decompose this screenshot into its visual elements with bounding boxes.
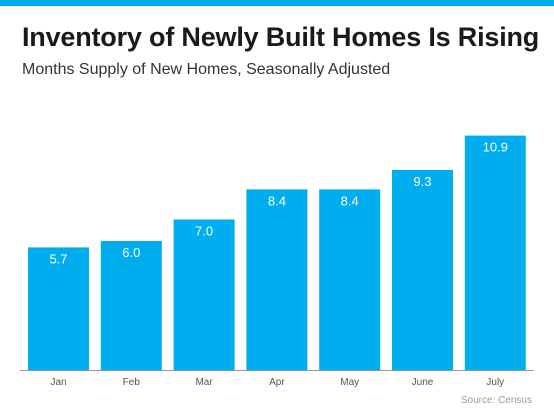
bar-value-label: 8.4 — [341, 193, 359, 208]
bar-mar — [173, 219, 235, 370]
bar-value-label: 10.9 — [483, 140, 508, 155]
x-tick-label: Feb — [123, 377, 141, 388]
x-tick-label: Apr — [269, 377, 285, 388]
x-tick-label: Mar — [195, 377, 213, 388]
bar-value-label: 9.3 — [413, 174, 431, 189]
bar-jan — [28, 247, 89, 370]
x-tick-label: July — [486, 377, 504, 388]
x-tick-label: May — [340, 377, 359, 388]
source-note: Source: Census — [460, 395, 532, 406]
bar-feb — [100, 241, 162, 370]
bar-value-label: 7.0 — [195, 224, 213, 239]
chart-subtitle: Months Supply of New Homes, Seasonally A… — [22, 61, 391, 78]
bars-group: 5.7 6.0 7.0 8.4 8.4 9.3 10.9 — [28, 135, 526, 370]
top-accent-bar — [0, 0, 554, 6]
x-tick-label: June — [412, 377, 434, 388]
bar-may — [319, 189, 381, 370]
x-tick-labels: Jan Feb Mar Apr May June July — [50, 377, 504, 388]
bar-apr — [246, 189, 308, 370]
chart-title: Inventory of Newly Built Homes Is Rising — [22, 22, 540, 52]
bar-value-label: 5.7 — [49, 251, 67, 266]
bar-june — [392, 170, 453, 370]
x-tick-label: Jan — [50, 377, 66, 388]
bar-value-label: 8.4 — [268, 193, 286, 208]
bar-july — [464, 135, 526, 370]
bar-value-label: 6.0 — [122, 245, 140, 260]
